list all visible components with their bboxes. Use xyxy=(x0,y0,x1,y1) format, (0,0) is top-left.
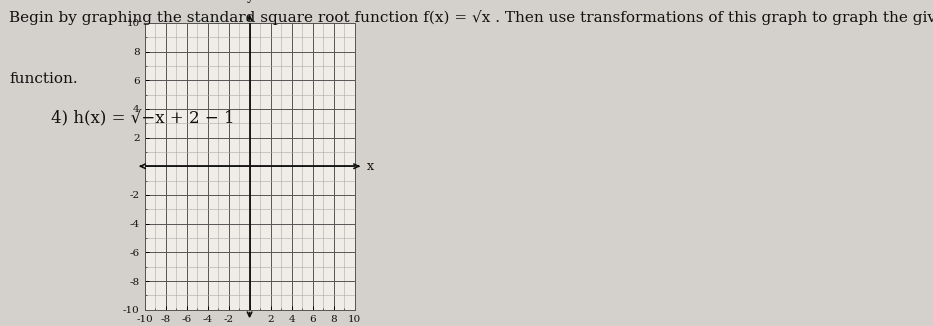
Text: y: y xyxy=(246,0,253,3)
Text: function.: function. xyxy=(9,72,78,86)
Text: Begin by graphing the standard square root function f(x) = √x . Then use transfo: Begin by graphing the standard square ro… xyxy=(9,10,933,25)
Text: x: x xyxy=(368,160,374,173)
Text: 4) h(x) = √−x + 2 − 1: 4) h(x) = √−x + 2 − 1 xyxy=(51,111,235,128)
